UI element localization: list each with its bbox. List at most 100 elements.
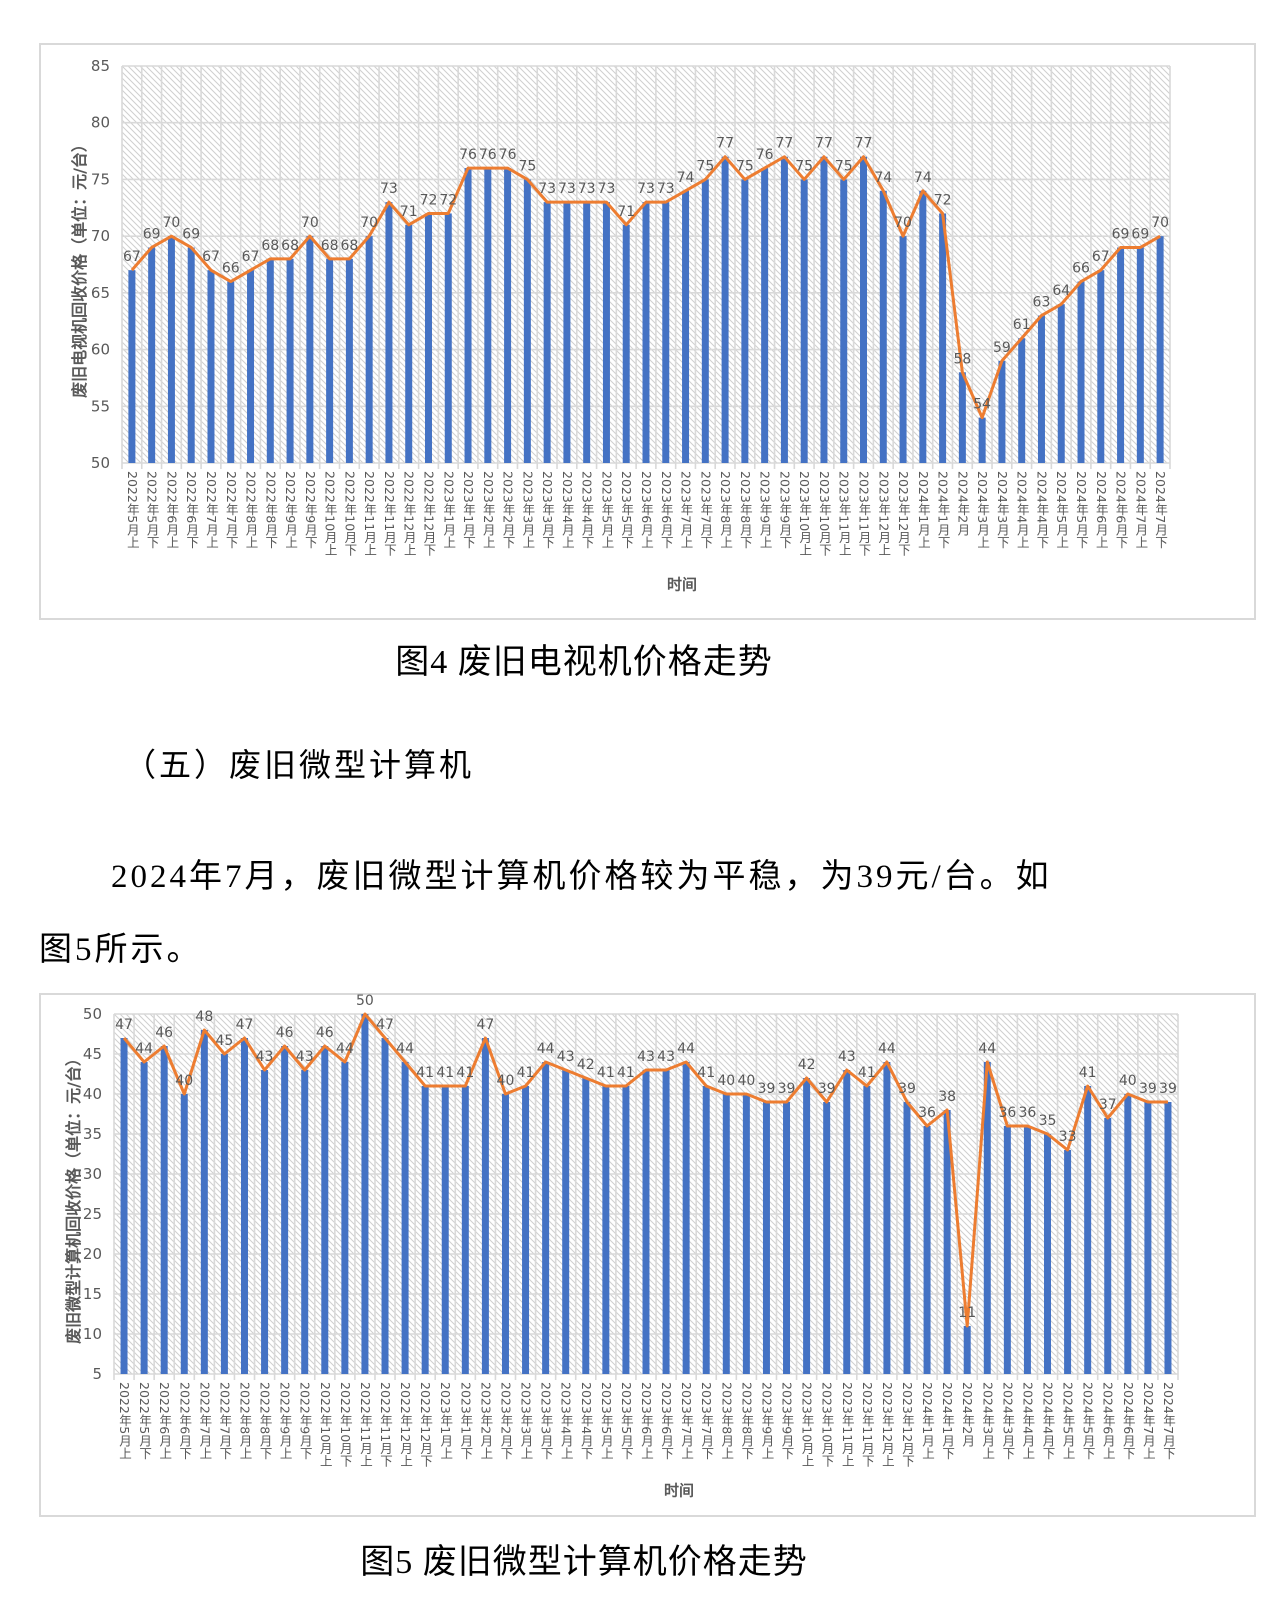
data-label: 50 (356, 993, 374, 1009)
data-label: 39 (1139, 1081, 1157, 1097)
data-label: 44 (396, 1041, 414, 1057)
x-axis-label: 2023年10月上 (799, 1382, 815, 1468)
data-label: 70 (894, 215, 912, 231)
data-label: 40 (175, 1073, 193, 1089)
data-label: 48 (195, 1009, 213, 1025)
bar (682, 190, 690, 463)
bar (148, 247, 156, 463)
bar (1018, 338, 1026, 463)
trend-line (130, 155, 1161, 420)
x-axis-title: 时间 (666, 575, 698, 594)
data-label: 67 (1092, 249, 1110, 265)
bar (803, 1078, 811, 1374)
data-label: 47 (376, 1017, 394, 1033)
bar (780, 156, 788, 463)
x-axis-label: 2022年9月下 (297, 1382, 313, 1460)
data-label: 46 (316, 1025, 334, 1041)
data-label: 77 (776, 136, 794, 152)
data-label: 75 (795, 158, 813, 174)
data-label: 38 (938, 1089, 956, 1105)
data-label: 41 (697, 1065, 715, 1081)
bar (140, 1062, 148, 1374)
bar (998, 360, 1006, 463)
x-axis-label: 2022年5月下 (144, 471, 160, 549)
bar (983, 1062, 991, 1374)
x-axis-label: 2023年3月下 (538, 1382, 554, 1460)
data-label: 47 (476, 1017, 494, 1033)
data-label: 75 (835, 158, 853, 174)
x-axis-title: 时间 (663, 1481, 695, 1500)
x-axis-label: 2023年8月上 (719, 1382, 735, 1460)
x-axis-label: 2022年7月上 (197, 1382, 213, 1460)
data-label: 75 (518, 158, 536, 174)
data-label: 42 (798, 1057, 816, 1073)
bar (441, 1086, 449, 1374)
bar (543, 202, 551, 463)
bar (424, 213, 432, 463)
x-axis-label: 2022年12月上 (398, 1382, 414, 1468)
data-label: 59 (993, 340, 1011, 356)
paragraph-line-2: 图5所示。 (39, 932, 203, 968)
y-tick-label: 60 (91, 341, 110, 359)
bar (642, 202, 650, 463)
x-axis-label: 2024年4月上 (1020, 1382, 1036, 1460)
bar (923, 1126, 931, 1374)
data-label: 64 (1052, 283, 1070, 299)
x-axis-label: 2023年2月上 (480, 471, 496, 549)
figure-5-caption: 图5 废旧微型计算机价格走势 (360, 1544, 808, 1581)
data-label: 73 (637, 181, 655, 197)
bar (860, 156, 868, 463)
y-tick-label: 70 (91, 227, 110, 245)
x-axis-label: 2023年6月下 (659, 1382, 675, 1460)
x-axis-label: 2022年6月下 (184, 471, 200, 549)
x-axis-label: 2023年12月下 (899, 1382, 915, 1468)
data-label: 73 (380, 181, 398, 197)
data-label: 41 (416, 1065, 434, 1081)
bar (642, 1070, 650, 1374)
data-label: 43 (296, 1049, 314, 1065)
bar (484, 168, 492, 463)
bar (1003, 1126, 1011, 1374)
x-axis-label: 2022年10月下 (337, 1382, 353, 1468)
figure-4-chart: 50 55 60 65 70 75 80 85 67 69 70 69 67 66 67 68 68 70 68 68… (39, 43, 1256, 620)
x-axis-label: 2024年2月 (960, 1382, 976, 1447)
x-axis-label: 2023年12月上 (876, 471, 892, 557)
bar (128, 270, 136, 463)
data-label: 70 (163, 215, 181, 231)
bar (321, 1046, 329, 1374)
bar (481, 1038, 489, 1374)
data-label: 41 (517, 1065, 535, 1081)
data-label: 44 (677, 1041, 695, 1057)
bar (883, 1062, 891, 1374)
data-label: 70 (301, 215, 319, 231)
bar (421, 1086, 429, 1374)
y-tick-label: 75 (91, 170, 110, 188)
chart-canvas: 5101520253035404550474446404845474346434… (83, 993, 1179, 1383)
data-label: 46 (276, 1025, 294, 1041)
data-label: 35 (1039, 1113, 1057, 1129)
data-label: 45 (216, 1033, 234, 1049)
bar (1124, 1094, 1132, 1374)
bar (602, 202, 610, 463)
data-label: 67 (123, 249, 141, 265)
x-axis-label: 2023年9月下 (779, 1382, 795, 1460)
bar (345, 258, 353, 463)
data-label: 39 (778, 1081, 796, 1097)
data-label: 66 (222, 261, 240, 277)
data-label: 44 (135, 1041, 153, 1057)
data-label: 72 (420, 192, 438, 208)
bar (1144, 1102, 1152, 1374)
y-tick-label: 35 (83, 1125, 102, 1143)
x-axis-label: 2023年1月下 (461, 471, 477, 549)
data-label: 67 (242, 249, 260, 265)
data-label: 40 (717, 1073, 735, 1089)
data-label: 63 (1033, 295, 1051, 311)
data-label: 72 (934, 192, 952, 208)
x-axis-label: 2023年12月下 (896, 471, 912, 557)
bar (622, 224, 630, 463)
x-axis-label: 2023年9月下 (777, 471, 793, 549)
x-axis-label: 2024年3月上 (980, 1382, 996, 1460)
bar (365, 236, 373, 463)
x-axis-label: 2022年8月下 (257, 1382, 273, 1460)
bar (563, 202, 571, 463)
